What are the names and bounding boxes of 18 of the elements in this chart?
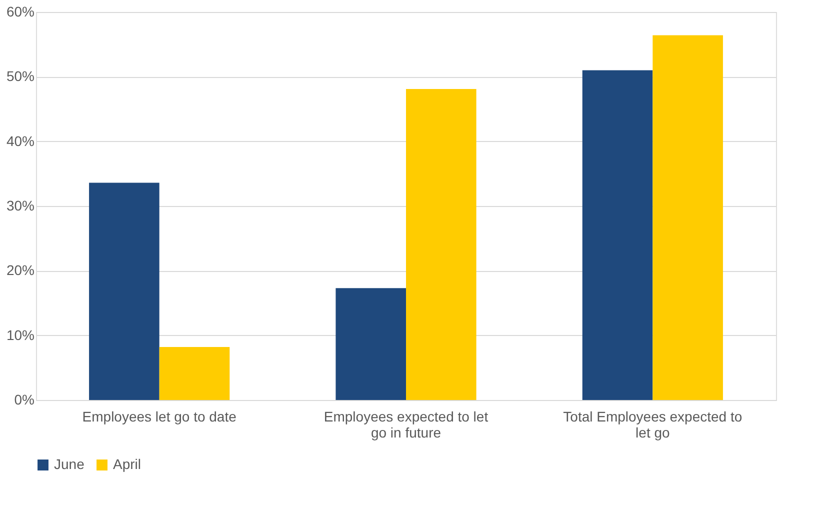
legend-label: June: [54, 456, 85, 472]
x-tick-label: Employees let go to date: [82, 408, 237, 424]
y-tick-label: 10%: [6, 326, 34, 343]
bar: [336, 288, 406, 400]
legend-label: April: [113, 456, 142, 472]
y-tick-label: 40%: [6, 132, 34, 149]
y-tick-label: 20%: [6, 262, 34, 278]
y-tick-label: 30%: [6, 198, 34, 214]
x-tick-label: Total Employees expected to let go: [563, 408, 742, 440]
y-tick-label: 0%: [14, 392, 34, 408]
x-tick-label: Employees expected to let go in future: [324, 408, 488, 440]
bar: [89, 182, 160, 400]
bar: [652, 35, 723, 400]
bar: [159, 346, 230, 400]
y-tick-label: 50%: [6, 68, 34, 84]
y-tick-label: 60%: [6, 4, 34, 20]
bar: [582, 70, 653, 400]
bar: [406, 88, 476, 400]
